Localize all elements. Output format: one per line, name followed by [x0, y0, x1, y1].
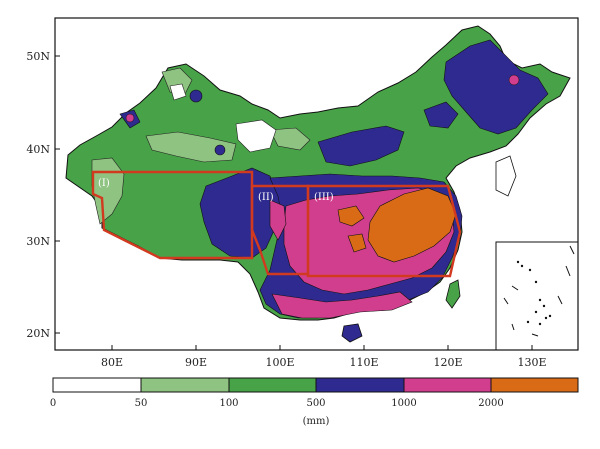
precip-500-1000-ne-patch	[423, 101, 459, 129]
precip-lt-50-patch	[169, 83, 187, 101]
precip-50-100-north-c	[269, 127, 311, 151]
colorbar-bin-0-50	[53, 378, 141, 392]
precip-gt-2000-patch-b	[347, 233, 367, 253]
precip-500-1000-north	[317, 125, 405, 167]
region-ii-label: (II)	[258, 192, 274, 203]
precip-1000-2000-sw	[269, 199, 287, 241]
precip-lt-50-desert	[235, 119, 277, 153]
lat-label-40n: 40N	[26, 143, 50, 156]
lat-label-50n: 50N	[26, 50, 50, 63]
south-china-sea-inset	[495, 241, 578, 350]
precip-1000-2000-south	[271, 291, 413, 319]
lon-label-80e: 80E	[101, 356, 123, 369]
korea-coast	[495, 155, 517, 197]
precip-50-100-north-a	[161, 67, 193, 97]
colorbar-bin-gt-2000	[491, 378, 578, 392]
colorbar-tick-0: 0	[50, 398, 56, 409]
colorbar	[52, 377, 579, 393]
study-regions	[91, 170, 462, 278]
lon-label-90e: 90E	[185, 356, 207, 369]
colorbar-bin-50-100	[141, 378, 229, 392]
region-iii-outline	[306, 184, 462, 278]
map-frame	[54, 17, 579, 351]
colorbar-bin-1000-2000	[404, 378, 491, 392]
lat-label-30n: 30N	[26, 235, 50, 248]
taiwan-island	[445, 279, 461, 309]
region-iii-label: (III)	[314, 192, 334, 203]
colorbar-unit: (mm)	[303, 416, 330, 427]
region-i-label: (I)	[98, 178, 110, 189]
colorbar-tick-50: 50	[135, 398, 148, 409]
colorbar-tick-500: 500	[306, 398, 325, 409]
colorbar-bin-100-500	[229, 378, 316, 392]
precip-50-100-north-b	[145, 131, 237, 163]
latitude-axis	[55, 55, 60, 334]
lon-label-100e: 100E	[265, 356, 294, 369]
lat-label-20n: 20N	[26, 327, 50, 340]
colorbar-tick-1000: 1000	[391, 398, 416, 409]
precip-gt-2000-patch	[337, 205, 365, 227]
colorbar-tick-2000: 2000	[478, 398, 503, 409]
map-panel: (I) (II) (III)	[55, 18, 578, 350]
lon-label-120e: 120E	[433, 356, 462, 369]
precip-500-1000-northeast	[443, 39, 549, 135]
hainan-island	[341, 323, 363, 343]
lon-label-130e: 130E	[517, 356, 546, 369]
longitude-axis	[111, 345, 533, 350]
colorbar-tick-100: 100	[219, 398, 238, 409]
precip-gt-2000-main	[367, 187, 457, 263]
precip-500-1000-southwest	[199, 167, 281, 259]
lon-label-110e: 110E	[349, 356, 378, 369]
colorbar-bin-500-1000	[316, 378, 404, 392]
